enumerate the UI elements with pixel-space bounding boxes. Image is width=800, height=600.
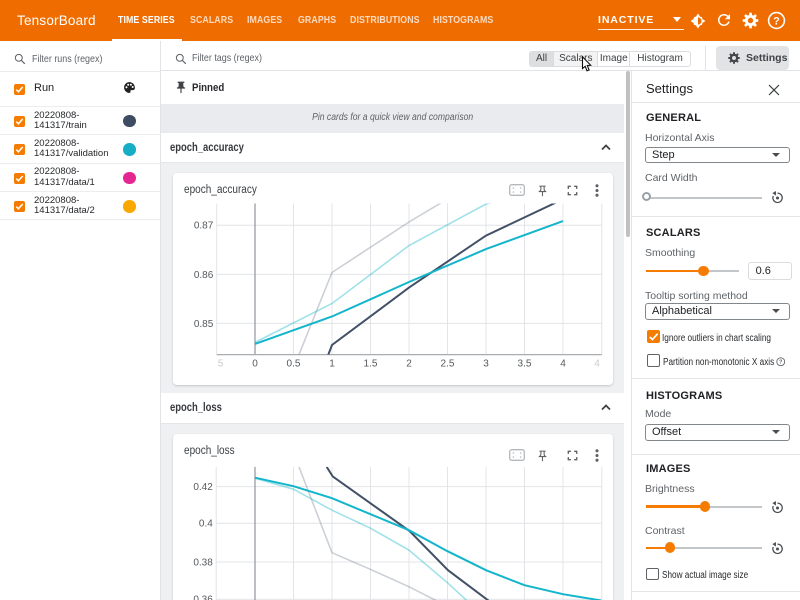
svg-text:0.38: 0.38 xyxy=(193,557,213,568)
svg-text:0.85: 0.85 xyxy=(194,319,214,330)
svg-text:?: ? xyxy=(779,360,783,366)
svg-text:5: 5 xyxy=(218,359,224,370)
svg-text:1: 1 xyxy=(329,359,335,370)
svg-text:4: 4 xyxy=(594,359,600,370)
svg-text:1.5: 1.5 xyxy=(364,359,378,370)
svg-text:0: 0 xyxy=(252,359,258,370)
svg-text:0.36: 0.36 xyxy=(193,595,213,600)
svg-text:2: 2 xyxy=(406,359,412,370)
svg-text:0.5: 0.5 xyxy=(287,359,301,370)
svg-text:4: 4 xyxy=(560,359,566,370)
svg-text:3.5: 3.5 xyxy=(518,359,532,370)
svg-text:?: ? xyxy=(773,15,780,27)
svg-text:0.42: 0.42 xyxy=(193,482,213,493)
svg-text:0.4: 0.4 xyxy=(199,519,213,530)
svg-text:0.86: 0.86 xyxy=(194,270,214,281)
svg-text:0.87: 0.87 xyxy=(194,221,214,232)
svg-text:2.5: 2.5 xyxy=(441,359,455,370)
svg-text:3: 3 xyxy=(483,359,489,370)
